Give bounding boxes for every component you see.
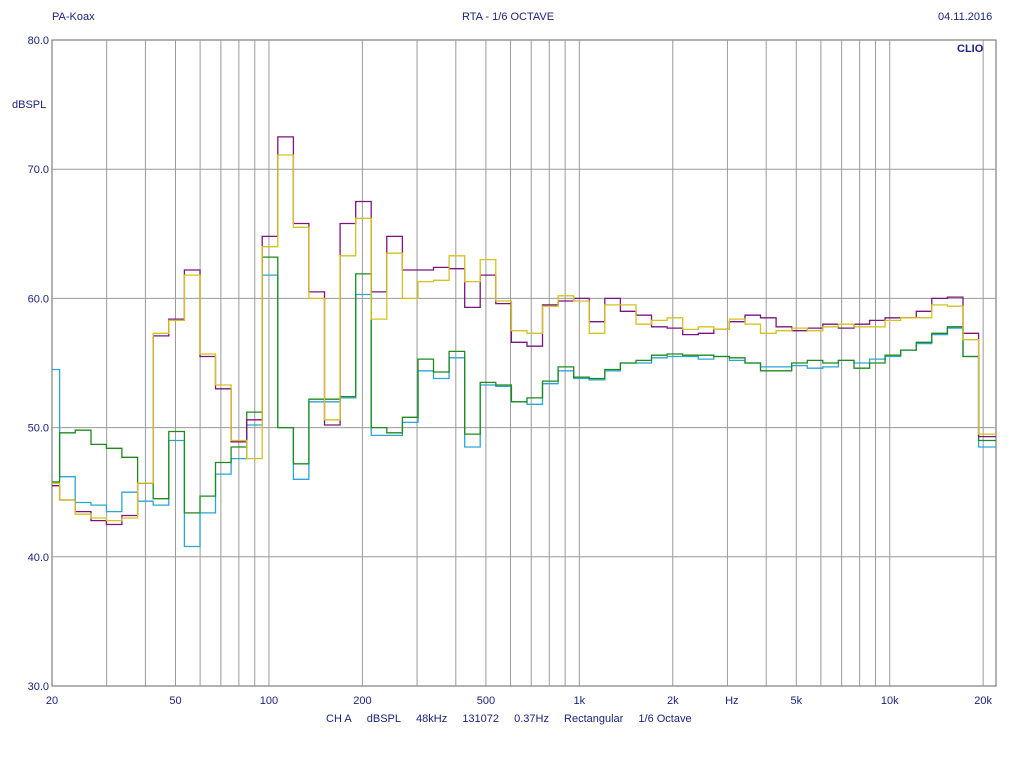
grid bbox=[52, 40, 996, 686]
y-axis-ticks: 30.0 40.0 50.0 60.0 70.0 80.0 bbox=[28, 35, 49, 693]
plot-frame bbox=[51, 39, 997, 687]
footer-resolution: 0.37Hz bbox=[514, 713, 549, 725]
header-right: 04.11.2016 bbox=[938, 11, 993, 23]
y-tick-label: 70.0 bbox=[28, 164, 49, 176]
footer-unit: dBSPL bbox=[366, 713, 401, 725]
x-tick-label: 500 bbox=[477, 695, 495, 707]
footer-smoothing: 1/6 Octave bbox=[638, 713, 692, 725]
y-tick-label: 30.0 bbox=[28, 681, 49, 693]
y-axis-label: dBSPL bbox=[12, 99, 46, 111]
x-tick-label: 5k bbox=[790, 695, 802, 707]
x-tick-label: 100 bbox=[260, 695, 278, 707]
footer-fft-size: 131072 bbox=[462, 713, 500, 725]
header-center: RTA - 1/6 OCTAVE bbox=[462, 11, 555, 23]
clio-brand: CLIO bbox=[957, 43, 984, 55]
x-axis-unit-label: Hz bbox=[725, 695, 738, 707]
x-tick-label: 50 bbox=[169, 695, 181, 707]
series-line-2 bbox=[52, 256, 996, 514]
x-axis-ticks: 20 50 100 200 500 1k 2k Hz 5k 10k 20k bbox=[46, 695, 993, 707]
series-group bbox=[52, 136, 996, 548]
footer-channel: CH A bbox=[326, 713, 352, 725]
x-tick-label: 20k bbox=[974, 695, 992, 707]
footer-samplerate: 48kHz bbox=[416, 713, 448, 725]
y-tick-label: 80.0 bbox=[28, 35, 49, 47]
y-tick-label: 60.0 bbox=[28, 293, 49, 305]
x-tick-label: 1k bbox=[574, 695, 586, 707]
series-line-1 bbox=[52, 274, 996, 548]
y-tick-label: 50.0 bbox=[28, 423, 49, 435]
x-tick-label: 200 bbox=[353, 695, 371, 707]
footer-info: CH A dBSPL 48kHz 131072 0.37Hz Rectangul… bbox=[0, 713, 1024, 725]
series-line-4 bbox=[52, 154, 996, 522]
x-tick-label: 20 bbox=[46, 695, 58, 707]
x-tick-label: 2k bbox=[667, 695, 679, 707]
y-tick-label: 40.0 bbox=[28, 552, 49, 564]
header-left: PA-Koax bbox=[52, 11, 95, 23]
x-tick-label: 10k bbox=[881, 695, 899, 707]
footer-window: Rectangular bbox=[564, 713, 624, 725]
